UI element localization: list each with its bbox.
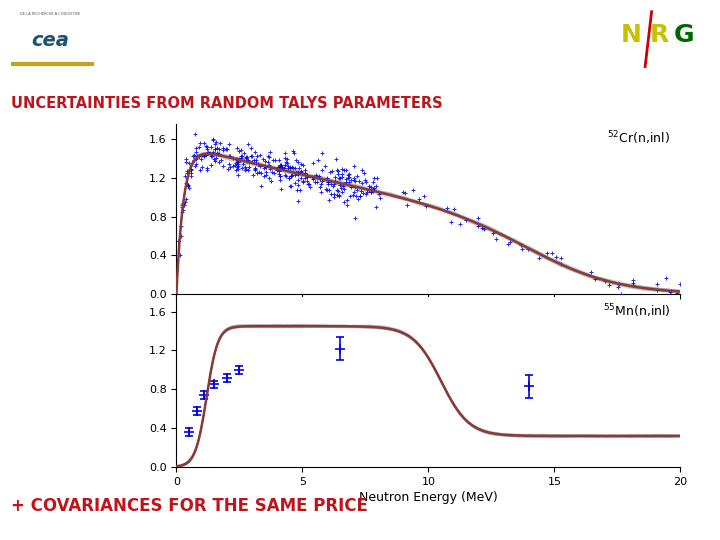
Text: cea: cea [32,31,69,50]
Text: DE LA RECHERCHE À L'INDUSTRIE: DE LA RECHERCHE À L'INDUSTRIE [20,12,81,16]
Text: G: G [674,23,694,47]
Text: + COVARIANCES FOR THE SAME PRICE: + COVARIANCES FOR THE SAME PRICE [11,497,368,515]
Text: Covariances (2/2): Covariances (2/2) [278,49,442,67]
Text: $^{52}$Cr(n,inl): $^{52}$Cr(n,inl) [608,129,670,147]
X-axis label: Neutron Energy (MeV): Neutron Energy (MeV) [359,491,498,504]
Text: R: R [650,23,669,47]
Text: GLOBAL SYSTEMATIC APPROACHES: GLOBAL SYSTEMATIC APPROACHES [168,16,552,35]
Text: $^{55}$Mn(n,inl): $^{55}$Mn(n,inl) [603,302,670,320]
Text: N: N [621,23,641,47]
FancyBboxPatch shape [1,5,99,73]
Text: UNCERTAINTIES FROM RANDOM TALYS PARAMETERS: UNCERTAINTIES FROM RANDOM TALYS PARAMETE… [11,96,442,111]
